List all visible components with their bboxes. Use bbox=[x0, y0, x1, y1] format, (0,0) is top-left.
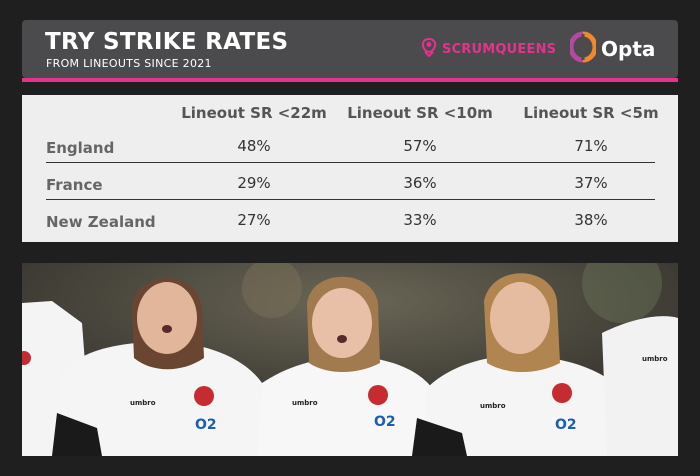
page-subtitle: FROM LINEOUTS SINCE 2021 bbox=[46, 57, 212, 70]
table-cell: 36% bbox=[403, 174, 437, 192]
team-name: England bbox=[46, 139, 115, 157]
kit-brand-text: umbro bbox=[130, 399, 156, 407]
column-header: Lineout SR <5m bbox=[523, 104, 659, 122]
column-header: Lineout SR <22m bbox=[181, 104, 327, 122]
row-divider bbox=[46, 199, 655, 200]
opta-brand: Opta bbox=[568, 31, 656, 67]
table-cell: 37% bbox=[574, 174, 608, 192]
kit-brand-text: umbro bbox=[292, 399, 318, 407]
rose-logo-icon bbox=[420, 37, 438, 61]
table-row: New Zealand 27% 33% 38% bbox=[22, 203, 678, 239]
table-cell: 71% bbox=[574, 137, 608, 155]
scrumqueens-wordmark: SCRUMQUEENS bbox=[442, 41, 557, 57]
sponsor-text: O2 bbox=[555, 417, 577, 433]
row-divider bbox=[46, 162, 655, 163]
table-cell: 27% bbox=[237, 211, 271, 229]
sponsor-text: O2 bbox=[374, 414, 396, 430]
table-cell: 48% bbox=[237, 137, 271, 155]
sponsor-text: O2 bbox=[195, 417, 217, 433]
table-cell: 33% bbox=[403, 211, 437, 229]
table-cell: 57% bbox=[403, 137, 437, 155]
table-cell: 29% bbox=[237, 174, 271, 192]
team-name: New Zealand bbox=[46, 213, 156, 231]
kit-brand-text: umbro bbox=[480, 402, 506, 410]
header-accent-bar bbox=[22, 78, 678, 82]
players-illustration: umbro O2 umbro O2 umbro O2 umbro bbox=[22, 263, 678, 456]
team-name: France bbox=[46, 176, 103, 194]
opta-wordmark: Opta bbox=[601, 37, 656, 61]
strike-rate-table: Lineout SR <22m Lineout SR <10m Lineout … bbox=[22, 95, 678, 242]
scrumqueens-brand: SCRUMQUEENS bbox=[420, 37, 556, 61]
page-title: TRY STRIKE RATES bbox=[45, 29, 289, 55]
header-panel: TRY STRIKE RATES FROM LINEOUTS SINCE 202… bbox=[22, 20, 678, 78]
opta-logo-icon bbox=[568, 31, 598, 67]
team-anthem-photo: umbro O2 umbro O2 umbro O2 umbro bbox=[22, 263, 678, 456]
table-row: England 48% 57% 71% bbox=[22, 129, 678, 165]
kit-brand-text: umbro bbox=[642, 355, 668, 363]
column-header: Lineout SR <10m bbox=[347, 104, 493, 122]
table-row: France 29% 36% 37% bbox=[22, 166, 678, 202]
table-cell: 38% bbox=[574, 211, 608, 229]
